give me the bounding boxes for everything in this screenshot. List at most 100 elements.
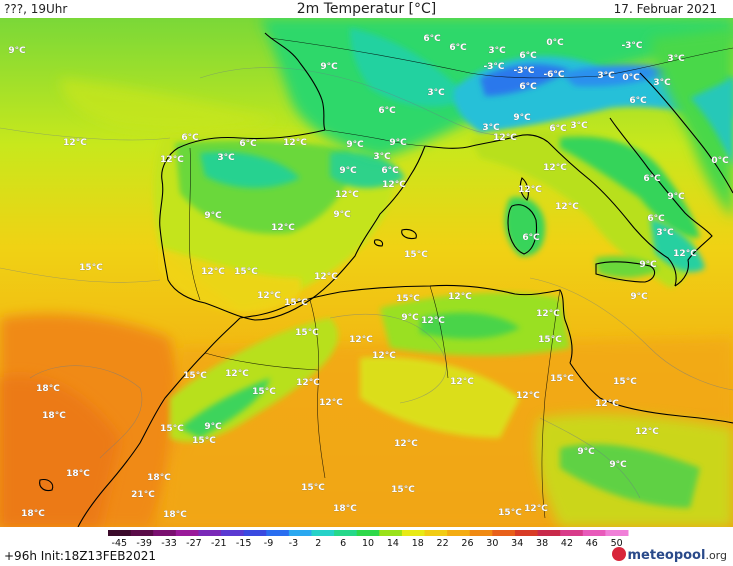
colorbar-tick-label: 26 xyxy=(461,538,473,547)
temperature-label: 21°C xyxy=(131,490,155,500)
footer: -45 -39 -33 -27 -21 -15 -9 -3 2 6 10 14 18 22 26 30 34 38… xyxy=(0,527,733,566)
colorbar-swatch xyxy=(582,530,606,536)
temperature-label: 6°C xyxy=(381,166,399,176)
temperature-label: 6°C xyxy=(643,174,661,184)
colorbar-tick-labels: -45 -39 -33 -27 -21 -15 -9 -3 2 6 10 14 18 22 26 30 34 38… xyxy=(112,538,623,547)
colorbar-tick-label: 42 xyxy=(561,538,573,547)
temperature-label: 15°C xyxy=(252,387,276,397)
temperature-label: 12°C xyxy=(635,427,659,437)
colorbar-swatch xyxy=(469,530,493,536)
temperature-label: 9°C xyxy=(333,210,351,220)
temperature-label: 9°C xyxy=(609,460,627,470)
colorbar-swatch xyxy=(605,530,629,536)
temperature-label: 12°C xyxy=(314,272,338,282)
temperature-label: 9°C xyxy=(204,422,222,432)
temperature-label: 3°C xyxy=(217,153,235,163)
temperature-label: 6°C xyxy=(549,124,567,134)
brand-tld: .org xyxy=(705,549,727,562)
temperature-label: 12°C xyxy=(536,309,560,319)
brand-name: meteopool xyxy=(627,548,706,563)
temperature-label: 3°C xyxy=(427,88,445,98)
temperature-label: 9°C xyxy=(339,166,357,176)
temperature-label: 15°C xyxy=(295,328,319,338)
temperature-label: 12°C xyxy=(524,504,548,514)
temperature-label: 12°C xyxy=(349,335,373,345)
temperature-label: 12°C xyxy=(319,398,343,408)
temperature-label: 3°C xyxy=(653,78,671,88)
meteopool-logo-icon xyxy=(611,547,626,561)
temperature-label: 9°C xyxy=(401,313,419,323)
temperature-label: 12°C xyxy=(335,190,359,200)
colorbar-tick-label: -45 xyxy=(112,538,128,547)
temperature-label: 12°C xyxy=(448,292,472,302)
colorbar-swatch xyxy=(514,530,539,536)
temperature-label: 18°C xyxy=(163,510,187,520)
colorbar-swatch xyxy=(221,530,245,536)
temperature-label: 6°C xyxy=(449,43,467,53)
colorbar-tick-label: -21 xyxy=(211,538,227,547)
colorbar-swatch xyxy=(153,530,177,536)
colorbar-tick-label: 50 xyxy=(611,538,623,547)
coastlines xyxy=(39,32,733,527)
temperature-label: 12°C xyxy=(382,180,406,190)
temperature-label: 9°C xyxy=(577,447,595,457)
colorbar-swatch xyxy=(492,530,516,536)
temperature-label: 3°C xyxy=(667,54,685,64)
colorbar-swatches xyxy=(108,530,629,536)
colorbar-swatch xyxy=(401,530,426,536)
temperature-label: 15°C xyxy=(284,298,308,308)
meteopool-logo[interactable]: meteopool.org xyxy=(611,547,727,563)
temperature-label: 12°C xyxy=(518,185,542,195)
temperature-label: 12°C xyxy=(283,138,307,148)
temperature-label: 3°C xyxy=(488,46,506,56)
temperature-label: 6°C xyxy=(181,133,199,143)
temperature-label: 15°C xyxy=(396,294,420,304)
temperature-label: -3°C xyxy=(621,41,642,51)
temperature-label: 6°C xyxy=(519,82,537,92)
temperature-label: 3°C xyxy=(656,228,674,238)
temperature-label: 0°C xyxy=(546,38,564,48)
temperature-label: 12°C xyxy=(257,291,281,301)
colorbar-tick-label: -33 xyxy=(161,538,177,547)
temperature-label: 9°C xyxy=(513,113,531,123)
temperature-label: 6°C xyxy=(522,233,540,243)
temperature-label: 0°C xyxy=(622,73,640,83)
temperature-label: 15°C xyxy=(301,483,325,493)
colorbar-swatch xyxy=(424,530,448,536)
colorbar-tick-label: -15 xyxy=(236,538,252,547)
temperature-label: 15°C xyxy=(183,371,207,381)
temperature-label: 9°C xyxy=(389,138,407,148)
colorbar-tick-label: -3 xyxy=(289,538,298,547)
temperature-label: 12°C xyxy=(543,163,567,173)
colorbar-tick-label: 34 xyxy=(511,538,523,547)
temperature-label: -3°C xyxy=(483,62,504,72)
temperature-map: 9°C6°C6°C 3°C 6°C0°C -3°C3°C-3°C -3°C -6°C 3°C… xyxy=(0,18,733,527)
temperature-label: 18°C xyxy=(66,469,90,479)
colorbar-tick-label: -39 xyxy=(136,538,152,547)
temperature-label: -3°C xyxy=(513,66,534,76)
temperature-label: 15°C xyxy=(79,263,103,273)
temperature-label: 9°C xyxy=(320,62,338,72)
temperature-label: 12°C xyxy=(225,369,249,379)
temperature-label: 18°C xyxy=(42,411,66,421)
temperature-label: 6°C xyxy=(378,106,396,116)
temperature-label: 12°C xyxy=(450,377,474,387)
temperature-label: 9°C xyxy=(667,192,685,202)
colorbar-swatch xyxy=(266,530,290,536)
temperature-label: 15°C xyxy=(538,335,562,345)
temperature-label: 9°C xyxy=(204,211,222,221)
temperature-label: 3°C xyxy=(597,71,615,81)
temperature-label: 9°C xyxy=(639,260,657,270)
temperature-label: 12°C xyxy=(595,399,619,409)
temperature-label: 3°C xyxy=(482,123,500,133)
temperature-label: 15°C xyxy=(391,485,415,495)
temperature-label: 12°C xyxy=(160,155,184,165)
temperature-label: 18°C xyxy=(21,509,45,519)
temperature-label: 3°C xyxy=(373,152,391,162)
map-title: 2m Temperatur [°C] xyxy=(296,1,437,17)
temperature-label: 9°C xyxy=(630,292,648,302)
colorbar-swatch xyxy=(108,530,132,536)
colorbar-tick-label: 14 xyxy=(387,538,399,547)
temperature-labels: 9°C6°C6°C 3°C 6°C0°C -3°C3°C-3°C -3°C -6°C 3°C… xyxy=(8,34,729,520)
temperature-label: 6°C xyxy=(239,139,257,149)
